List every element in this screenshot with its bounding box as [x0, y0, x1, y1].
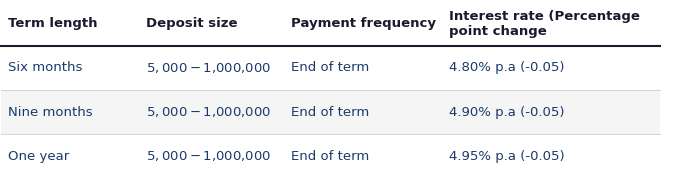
Text: Deposit size: Deposit size	[146, 17, 238, 30]
Text: End of term: End of term	[291, 150, 370, 163]
Text: $5,000-$1,000,000: $5,000-$1,000,000	[146, 105, 272, 119]
Text: Interest rate (Percentage
point change: Interest rate (Percentage point change	[449, 10, 640, 38]
Text: 4.80% p.a (-0.05): 4.80% p.a (-0.05)	[449, 61, 565, 74]
Text: Nine months: Nine months	[8, 106, 93, 119]
Text: End of term: End of term	[291, 61, 370, 74]
Text: One year: One year	[8, 150, 69, 163]
Text: 4.90% p.a (-0.05): 4.90% p.a (-0.05)	[449, 106, 565, 119]
Text: Six months: Six months	[8, 61, 83, 74]
Text: 4.95% p.a (-0.05): 4.95% p.a (-0.05)	[449, 150, 565, 163]
Text: Payment frequency: Payment frequency	[291, 17, 436, 30]
Text: $5,000-$1,000,000: $5,000-$1,000,000	[146, 61, 272, 75]
FancyBboxPatch shape	[1, 90, 660, 134]
Text: End of term: End of term	[291, 106, 370, 119]
Text: $5,000-$1,000,000: $5,000-$1,000,000	[146, 149, 272, 163]
Text: Term length: Term length	[8, 17, 98, 30]
